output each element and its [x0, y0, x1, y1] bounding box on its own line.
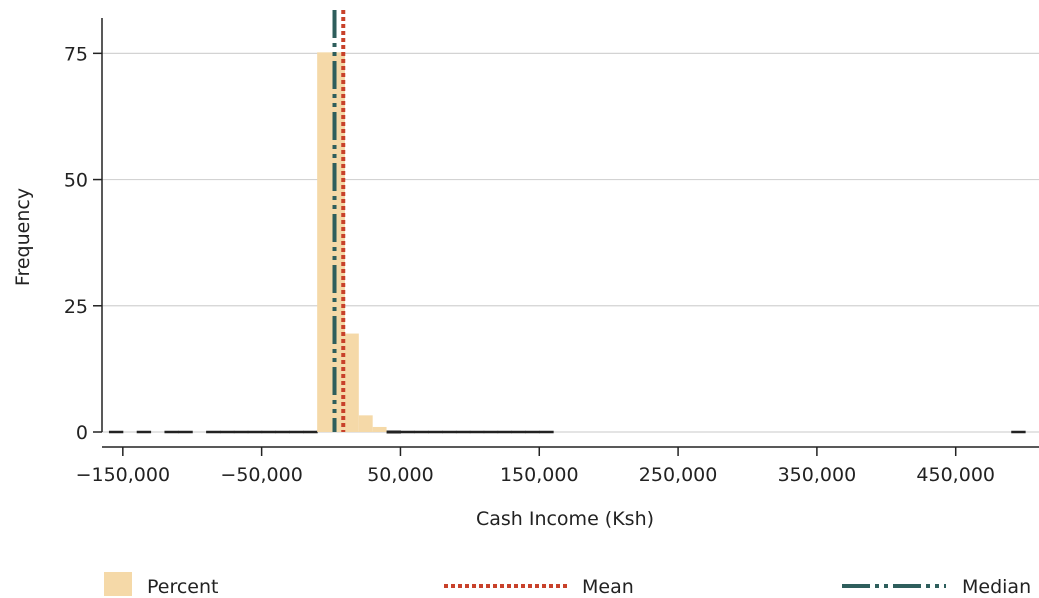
x-tick-label: 350,000 — [778, 464, 857, 486]
legend-label-median: Median — [962, 576, 1031, 598]
histogram-bar — [289, 430, 304, 434]
histogram-bar — [136, 430, 152, 434]
x-tick-label: 50,000 — [367, 464, 433, 486]
y-tick-label: 25 — [64, 296, 88, 318]
histogram-bar — [483, 430, 499, 434]
histogram-bar — [247, 430, 263, 434]
x-tick-label: 450,000 — [916, 464, 995, 486]
x-tick-label: −50,000 — [220, 464, 302, 486]
y-ticks: 0 25 50 75 — [64, 43, 102, 444]
histogram-bar — [344, 333, 359, 432]
histogram-bar — [261, 430, 277, 434]
legend-label-mean: Mean — [582, 576, 634, 598]
axes — [101, 18, 1039, 448]
histogram-bar — [497, 430, 513, 434]
histogram-bar — [414, 430, 429, 434]
reference-lines — [332, 10, 346, 432]
histogram-bar — [303, 430, 318, 434]
histogram-bar — [428, 430, 443, 434]
histogram-bar — [317, 52, 332, 433]
y-axis-title: Frequency — [12, 188, 34, 286]
histogram-bar — [442, 430, 457, 434]
histogram-bar — [525, 430, 540, 434]
histogram-bar — [219, 430, 235, 434]
y-tick-label: 0 — [76, 422, 88, 444]
y-tick-label: 75 — [64, 43, 88, 65]
y-tick-label: 50 — [64, 170, 88, 192]
x-axis-title: Cash Income (Ksh) — [476, 508, 654, 530]
histogram-bar — [275, 430, 290, 434]
histogram-bar — [178, 430, 193, 434]
histogram-bar — [455, 430, 471, 434]
legend-swatch-percent — [104, 572, 132, 596]
legend-label-percent: Percent — [147, 576, 219, 598]
x-ticks: −150,000 −50,000 50,000 150,000 250,000 350,0… — [76, 447, 995, 486]
histogram-bar — [206, 430, 221, 434]
legend: Percent Mean Median — [104, 572, 1031, 598]
histogram-bar — [400, 430, 415, 434]
histogram-bar — [108, 430, 124, 434]
histogram-bar — [358, 415, 373, 432]
histogram-bar — [372, 426, 387, 432]
histogram-bar — [386, 430, 401, 434]
x-tick-label: −150,000 — [76, 464, 171, 486]
x-tick-label: 250,000 — [639, 464, 718, 486]
histogram-bar — [233, 430, 249, 434]
histogram-bar — [539, 430, 554, 434]
legend-item-mean: Mean — [444, 576, 634, 598]
histogram-bar — [511, 430, 526, 434]
legend-item-percent: Percent — [104, 572, 219, 598]
legend-item-median: Median — [842, 576, 1031, 598]
histogram-bar — [164, 430, 179, 434]
grid-lines — [102, 52, 1039, 433]
histogram-bar — [1011, 430, 1026, 434]
histogram-bar — [469, 430, 485, 434]
x-tick-label: 150,000 — [500, 464, 579, 486]
histogram-bars — [108, 52, 1026, 434]
